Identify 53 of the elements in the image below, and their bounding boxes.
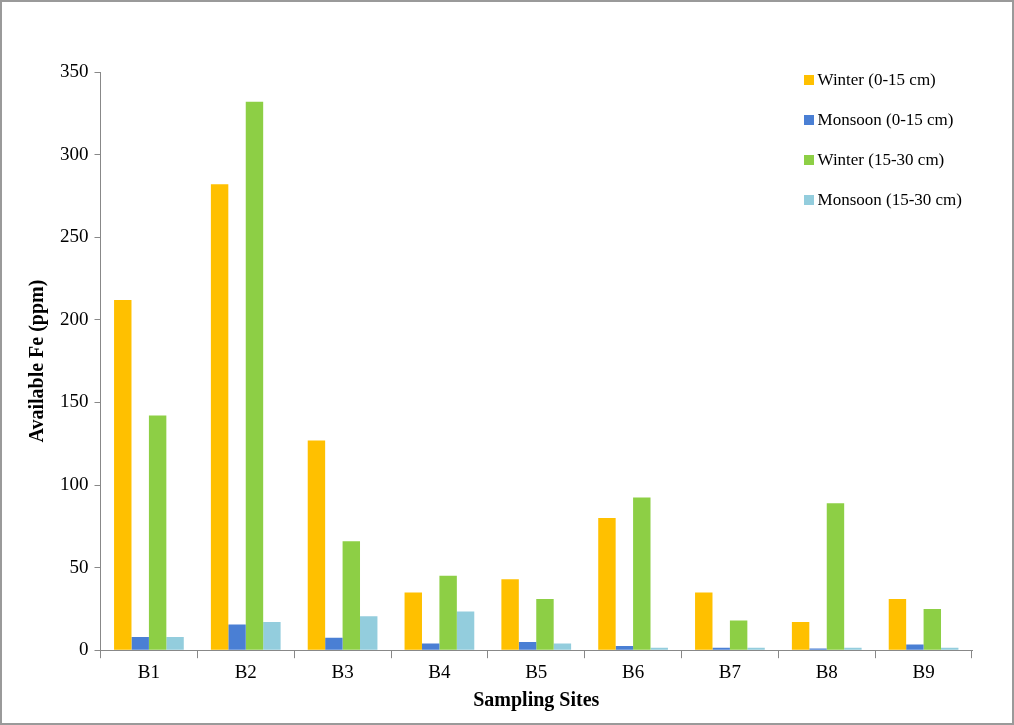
bar [342,541,361,650]
bar [131,636,149,650]
bar [245,101,264,650]
x-tick-label: B6 [621,660,645,682]
x-axis-title: Sampling Sites [473,688,600,712]
bar [518,641,537,650]
bar [210,184,229,650]
bar [695,592,713,650]
bar [633,497,651,650]
y-tick-label: 200 [60,307,89,329]
bar [536,598,554,650]
x-tick-label: B9 [912,660,935,682]
y-tick-label: 150 [60,390,89,412]
bar [263,622,281,650]
bar [501,579,519,650]
y-tick-label: 0 [79,638,89,660]
legend-label: Winter (0-15 cm) [817,70,936,90]
x-tick-label: B1 [137,660,161,682]
legend-label: Monsoon (0-15 cm) [817,110,954,130]
x-tick-label: B2 [234,660,257,682]
bar [906,644,924,650]
bar [923,608,942,650]
bar [421,643,440,650]
legend-label: Monsoon (15-30 cm) [817,190,962,210]
y-tick-label: 100 [60,472,89,494]
bar [598,518,616,650]
x-tick-label: B5 [525,660,548,682]
bar [228,624,246,650]
bar [114,299,132,650]
y-tick-label: 50 [69,555,89,577]
bar [615,646,634,650]
x-tick-label: B8 [815,660,838,682]
y-tick-label: 350 [60,59,89,81]
bar [826,503,845,650]
bar [360,616,378,650]
bar [404,592,422,650]
bar [888,598,907,650]
x-tick-label: B7 [718,660,742,682]
y-axis-title: Available Fe (ppm) [25,279,49,443]
bar [439,575,457,650]
y-tick-label: 250 [60,225,89,247]
bar [166,636,184,650]
bar [791,622,810,650]
bar [729,620,748,650]
x-tick-label: B3 [331,660,354,682]
y-tick-label: 300 [60,142,89,164]
x-tick-label: B4 [428,660,451,682]
bar [553,643,572,650]
bar [456,611,475,650]
bar [148,415,167,650]
legend-label: Winter (15-30 cm) [817,150,945,170]
bar [325,637,343,650]
bar [307,440,326,650]
